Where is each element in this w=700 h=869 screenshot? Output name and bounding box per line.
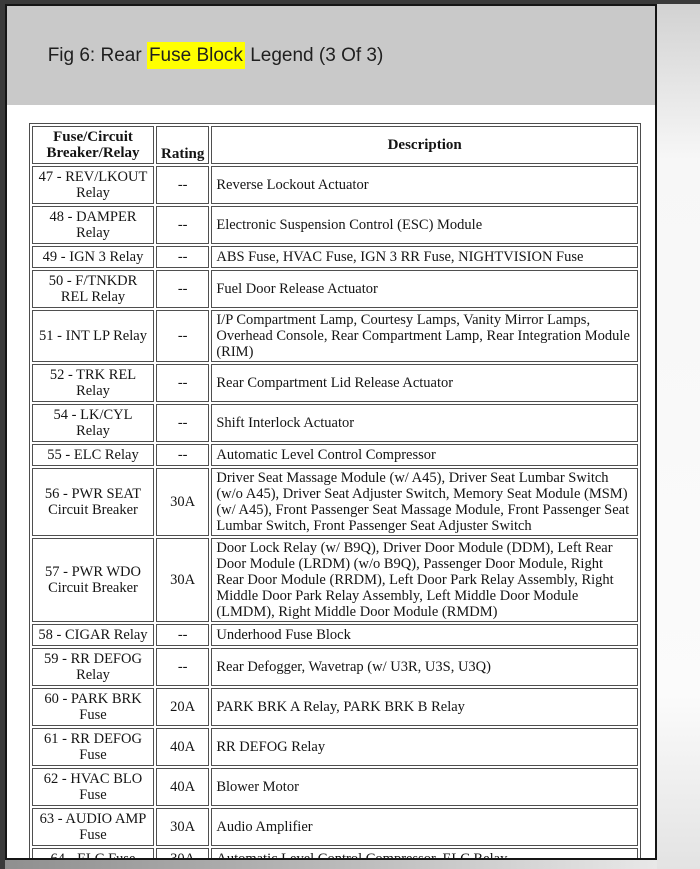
- table-row: 58 - CIGAR Relay -- Underhood Fuse Block: [32, 624, 638, 646]
- rating-cell: --: [156, 206, 210, 244]
- table-row: 62 - HVAC BLO Fuse 40A Blower Motor: [32, 768, 638, 806]
- table-row: 61 - RR DEFOG Fuse 40A RR DEFOG Relay: [32, 728, 638, 766]
- document-page: Fig 6: Rear Fuse Block Legend (3 Of 3) F…: [5, 4, 657, 860]
- fuse-cell: 55 - ELC Relay: [32, 444, 154, 466]
- table-row: 60 - PARK BRK Fuse 20A PARK BRK A Relay,…: [32, 688, 638, 726]
- rating-cell: --: [156, 166, 210, 204]
- rating-cell: --: [156, 310, 210, 362]
- rating-cell: --: [156, 270, 210, 308]
- header-rating: Rating: [156, 126, 210, 164]
- header-description: Description: [211, 126, 638, 164]
- table-row: 48 - DAMPER Relay -- Electronic Suspensi…: [32, 206, 638, 244]
- fuse-cell: 47 - REV/LKOUT Relay: [32, 166, 154, 204]
- rating-cell: 40A: [156, 768, 210, 806]
- fuse-cell: 51 - INT LP Relay: [32, 310, 154, 362]
- description-cell: Automatic Level Control Compressor: [211, 444, 638, 466]
- fuse-cell: 62 - HVAC BLO Fuse: [32, 768, 154, 806]
- fuse-cell: 64 - ELC Fuse: [32, 848, 154, 858]
- rating-cell: --: [156, 444, 210, 466]
- table-row: 59 - RR DEFOG Relay -- Rear Defogger, Wa…: [32, 648, 638, 686]
- table-row: 54 - LK/CYL Relay -- Shift Interlock Act…: [32, 404, 638, 442]
- rating-cell: 30A: [156, 848, 210, 858]
- fuse-cell: 57 - PWR WDO Circuit Breaker: [32, 538, 154, 622]
- page-content: Fuse/Circuit Breaker/Relay Rating Descri…: [7, 105, 655, 858]
- description-cell: Reverse Lockout Actuator: [211, 166, 638, 204]
- description-cell: Shift Interlock Actuator: [211, 404, 638, 442]
- fuse-cell: 58 - CIGAR Relay: [32, 624, 154, 646]
- description-cell: Underhood Fuse Block: [211, 624, 638, 646]
- table-row: 47 - REV/LKOUT Relay -- Reverse Lockout …: [32, 166, 638, 204]
- rating-cell: --: [156, 364, 210, 402]
- fuse-cell: 63 - AUDIO AMP Fuse: [32, 808, 154, 846]
- table-header-row: Fuse/Circuit Breaker/Relay Rating Descri…: [32, 126, 638, 164]
- description-cell: I/P Compartment Lamp, Courtesy Lamps, Va…: [211, 310, 638, 362]
- search-highlight: Fuse Block: [146, 42, 245, 69]
- fuse-cell: 54 - LK/CYL Relay: [32, 404, 154, 442]
- description-cell: RR DEFOG Relay: [211, 728, 638, 766]
- description-cell: Blower Motor: [211, 768, 638, 806]
- table-row: 57 - PWR WDO Circuit Breaker 30A Door Lo…: [32, 538, 638, 622]
- fuse-cell: 52 - TRK REL Relay: [32, 364, 154, 402]
- fuse-cell: 60 - PARK BRK Fuse: [32, 688, 154, 726]
- description-cell: Door Lock Relay (w/ B9Q), Driver Door Mo…: [211, 538, 638, 622]
- description-cell: Electronic Suspension Control (ESC) Modu…: [211, 206, 638, 244]
- fuse-legend-table: Fuse/Circuit Breaker/Relay Rating Descri…: [29, 123, 641, 858]
- description-cell: Fuel Door Release Actuator: [211, 270, 638, 308]
- table-row: 56 - PWR SEAT Circuit Breaker 30A Driver…: [32, 468, 638, 536]
- fuse-cell: 59 - RR DEFOG Relay: [32, 648, 154, 686]
- table-row: 64 - ELC Fuse 30A Automatic Level Contro…: [32, 848, 638, 858]
- rating-cell: 30A: [156, 468, 210, 536]
- rating-cell: --: [156, 648, 210, 686]
- page-bottom-shadow: [5, 860, 657, 869]
- description-cell: Rear Defogger, Wavetrap (w/ U3R, U3S, U3…: [211, 648, 638, 686]
- figure-title-bar: Fig 6: Rear Fuse Block Legend (3 Of 3): [7, 6, 655, 105]
- fuse-cell: 61 - RR DEFOG Fuse: [32, 728, 154, 766]
- table-row: 49 - IGN 3 Relay -- ABS Fuse, HVAC Fuse,…: [32, 246, 638, 268]
- description-cell: Audio Amplifier: [211, 808, 638, 846]
- table-body: 47 - REV/LKOUT Relay -- Reverse Lockout …: [32, 166, 638, 858]
- rating-cell: 30A: [156, 808, 210, 846]
- fuse-cell: 49 - IGN 3 Relay: [32, 246, 154, 268]
- figure-title-suffix: Legend (3 Of 3): [244, 45, 384, 66]
- table-row: 55 - ELC Relay -- Automatic Level Contro…: [32, 444, 638, 466]
- table-row: 50 - F/TNKDR REL Relay -- Fuel Door Rele…: [32, 270, 638, 308]
- fuse-cell: 50 - F/TNKDR REL Relay: [32, 270, 154, 308]
- table-row: 63 - AUDIO AMP Fuse 30A Audio Amplifier: [32, 808, 638, 846]
- fuse-cell: 56 - PWR SEAT Circuit Breaker: [32, 468, 154, 536]
- header-fuse-circuit: Fuse/Circuit Breaker/Relay: [32, 126, 154, 164]
- fuse-cell: 48 - DAMPER Relay: [32, 206, 154, 244]
- table-row: 52 - TRK REL Relay -- Rear Compartment L…: [32, 364, 638, 402]
- description-cell: PARK BRK A Relay, PARK BRK B Relay: [211, 688, 638, 726]
- figure-title-prefix: Fig 6: Rear: [47, 45, 147, 66]
- description-cell: Rear Compartment Lid Release Actuator: [211, 364, 638, 402]
- description-cell: Driver Seat Massage Module (w/ A45), Dri…: [211, 468, 638, 536]
- rating-cell: 30A: [156, 538, 210, 622]
- page-right-shadow: [657, 4, 700, 869]
- rating-cell: 40A: [156, 728, 210, 766]
- table-row: 51 - INT LP Relay -- I/P Compartment Lam…: [32, 310, 638, 362]
- rating-cell: --: [156, 404, 210, 442]
- rating-cell: 20A: [156, 688, 210, 726]
- rating-cell: --: [156, 624, 210, 646]
- description-cell: Automatic Level Control Compressor, ELC …: [211, 848, 638, 858]
- description-cell: ABS Fuse, HVAC Fuse, IGN 3 RR Fuse, NIGH…: [211, 246, 638, 268]
- rating-cell: --: [156, 246, 210, 268]
